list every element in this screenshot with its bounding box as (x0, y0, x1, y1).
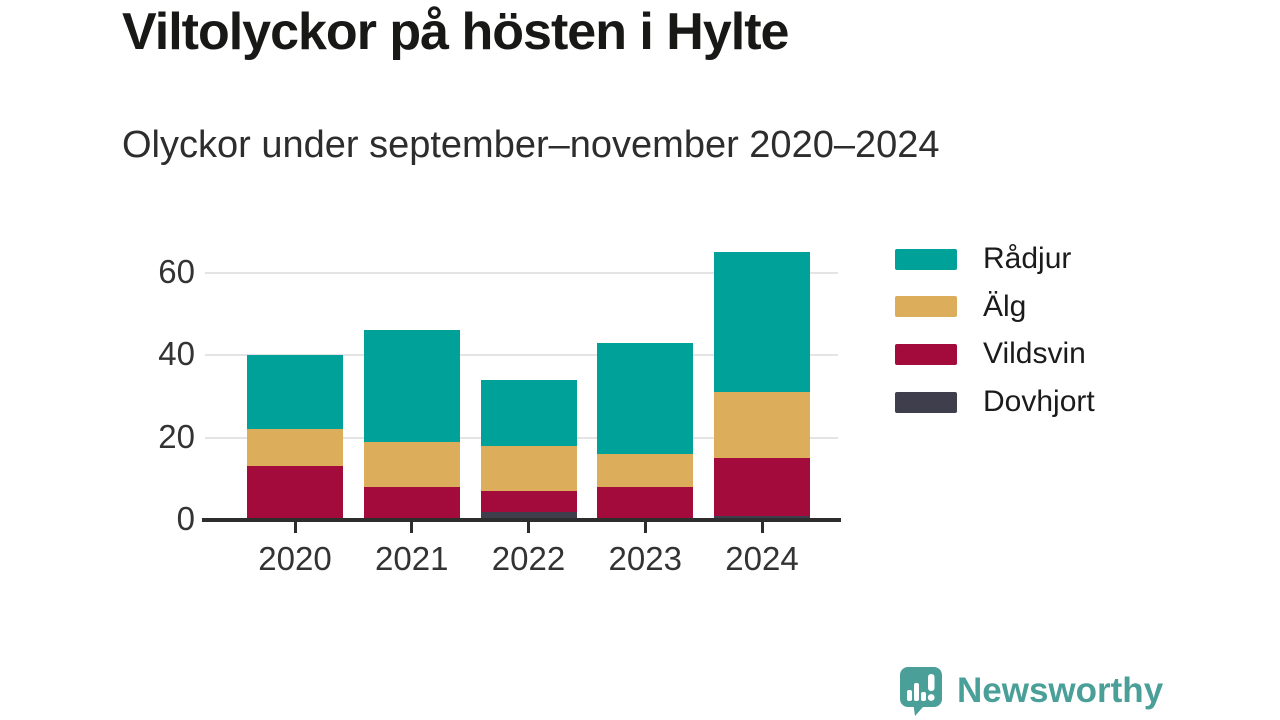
bar-segment-alg (363, 441, 460, 487)
x-axis-tick (410, 522, 414, 533)
x-axis-tick-label: 2020 (258, 540, 332, 577)
bar-segment-radjur (714, 251, 810, 393)
legend-label: Vildsvin (983, 337, 1086, 371)
legend-label: Rådjur (983, 242, 1072, 275)
x-axis-tick (643, 522, 647, 533)
x-axis-tick-label: 2024 (725, 540, 799, 577)
x-axis-tick-label: 2021 (375, 540, 449, 577)
newsworthy-logo-icon (900, 667, 942, 716)
bar-segment-alg (714, 392, 810, 459)
x-axis-tick (527, 522, 530, 533)
bar-segment-radjur (597, 342, 694, 454)
gridline (205, 271, 838, 274)
x-axis-tick-label: 2022 (491, 540, 566, 577)
legend-item-radjur: Rådjur (895, 242, 1071, 275)
y-axis-tick-label: 60 (158, 252, 195, 290)
bar-segment-radjur (480, 379, 577, 446)
gridline (205, 354, 838, 356)
legend-swatch-radjur (895, 248, 957, 270)
legend-swatch-dovhjort (895, 391, 957, 413)
y-axis-tick-label: 20 (158, 417, 195, 455)
bar-segment-alg (597, 454, 694, 487)
x-axis-tick (760, 522, 764, 533)
legend-item-alg: Älg (895, 290, 1026, 323)
bar-segment-radjur (363, 330, 460, 442)
legend-item-dovhjort: Dovhjort (895, 385, 1095, 418)
y-axis-tick-label: 40 (158, 335, 195, 372)
legend-label: Älg (983, 289, 1027, 323)
bar-segment-alg (247, 429, 343, 467)
legend-swatch-alg (895, 296, 957, 318)
bar-segment-vildsvin (247, 466, 343, 520)
bar-segment-vildsvin (714, 458, 810, 516)
bar-segment-vildsvin (597, 487, 694, 520)
legend-label: Dovhjort (983, 385, 1095, 419)
brand-footer: Newsworthy (899, 666, 1163, 716)
x-axis-tick-label: 2023 (608, 540, 682, 577)
legend-swatch-vildsvin (895, 343, 957, 365)
x-axis-tick (293, 522, 297, 533)
chart-title: Viltolyckor på hösten i Hylte (122, 3, 789, 61)
bar-segment-dovhjort (714, 515, 810, 520)
brand-name: Newsworthy (957, 671, 1164, 710)
bar-segment-vildsvin (363, 487, 460, 520)
bar-segment-alg (480, 445, 577, 492)
bar-segment-dovhjort (480, 511, 577, 520)
bar-segment-vildsvin (480, 491, 577, 512)
y-axis-tick-label: 0 (176, 500, 195, 537)
legend-item-vildsvin: Vildsvin (895, 337, 1086, 370)
chart-subtitle: Olyckor under september–november 2020–20… (122, 124, 940, 166)
bar-segment-radjur (247, 355, 343, 430)
x-axis-line (202, 518, 841, 522)
